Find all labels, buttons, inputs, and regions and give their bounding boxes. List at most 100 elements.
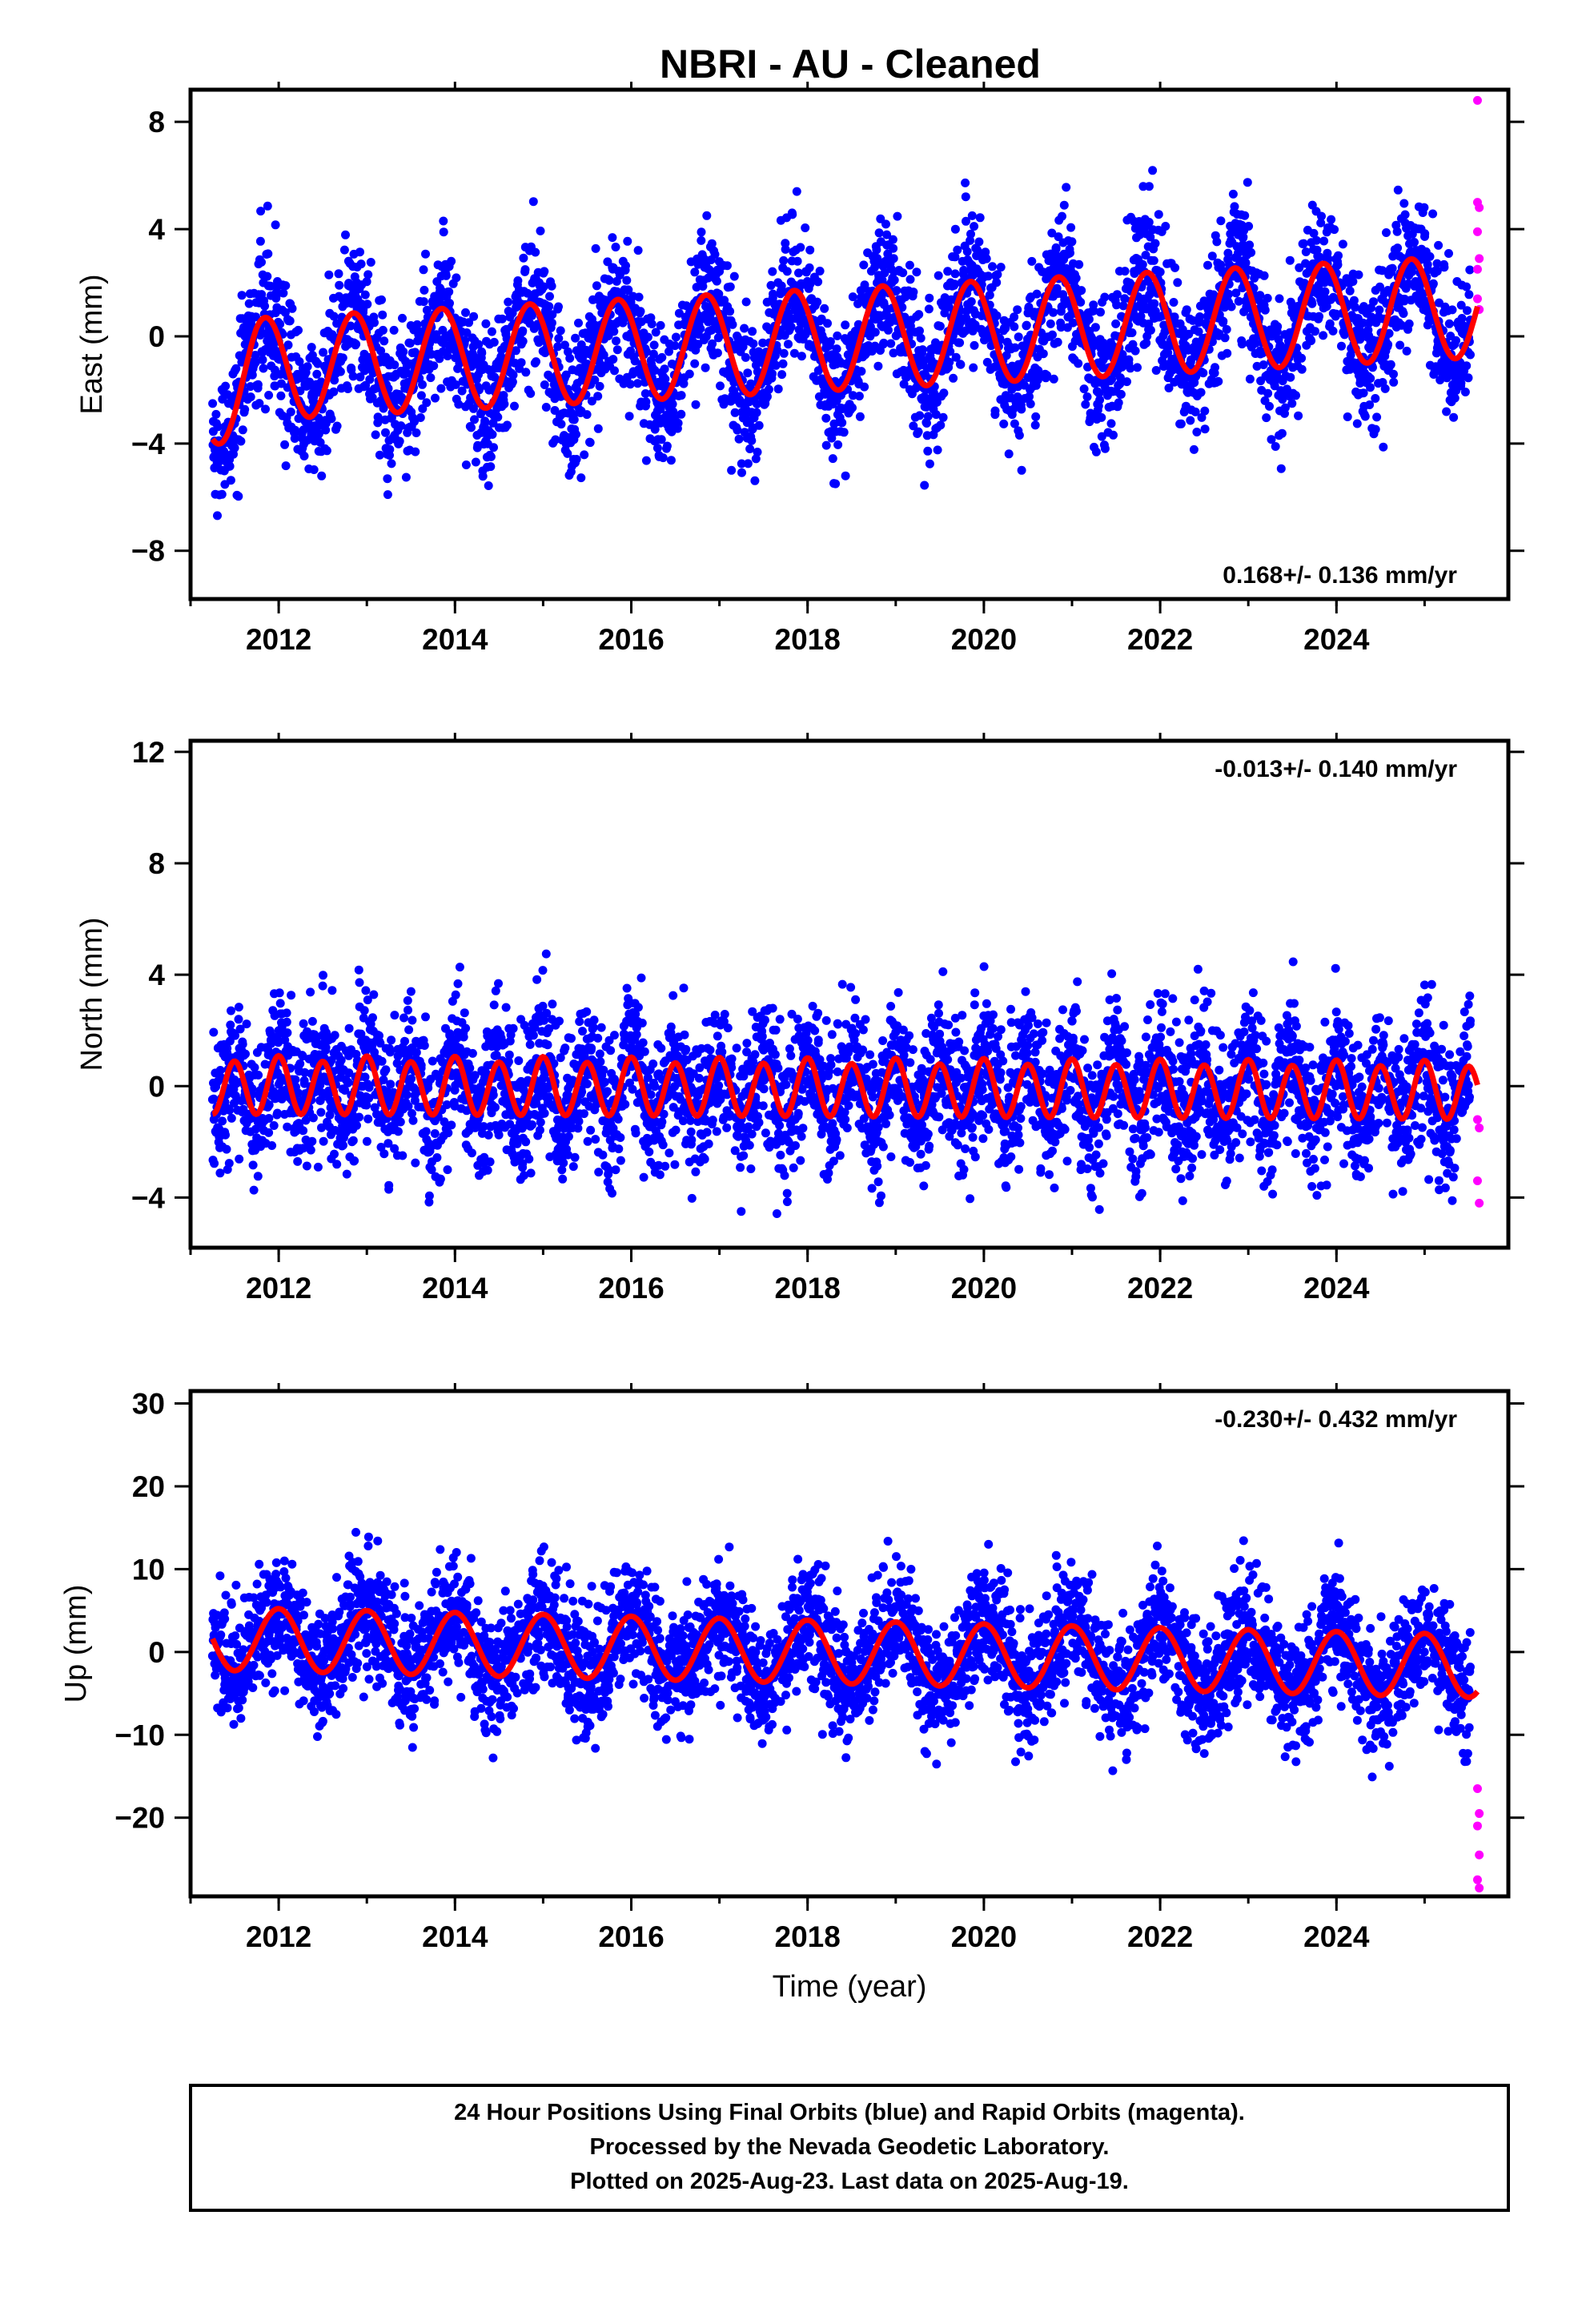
final-point (848, 391, 857, 400)
final-point (569, 415, 579, 424)
final-point (1100, 292, 1110, 302)
final-point (266, 1028, 275, 1038)
final-point (1053, 337, 1062, 347)
final-point (369, 990, 379, 999)
final-point (313, 359, 323, 368)
final-point (825, 337, 835, 346)
final-point (1328, 326, 1338, 336)
final-point (779, 348, 789, 358)
final-point (708, 339, 717, 348)
final-point (327, 986, 337, 995)
final-point (1192, 428, 1202, 436)
final-point (1227, 302, 1236, 312)
final-point (461, 1023, 471, 1033)
final-point (752, 408, 761, 417)
final-point (316, 1108, 326, 1117)
final-point (879, 338, 889, 348)
final-point (1375, 282, 1384, 292)
final-point (1389, 369, 1398, 379)
final-point (1200, 406, 1210, 416)
final-point (539, 282, 548, 292)
final-point (915, 326, 924, 336)
final-point (1346, 350, 1355, 360)
final-point (966, 235, 975, 245)
final-point (1002, 351, 1011, 360)
final-point (419, 265, 428, 275)
final-point (402, 1090, 412, 1100)
final-point (1111, 319, 1121, 328)
final-point (1419, 203, 1429, 212)
final-point (1418, 289, 1427, 299)
y-tick-label: −8 (131, 535, 165, 568)
final-point (383, 474, 392, 484)
final-point (261, 404, 270, 414)
final-point (1457, 314, 1467, 323)
final-point (939, 388, 949, 398)
final-point (1118, 301, 1128, 311)
final-point (886, 339, 896, 348)
final-point (1369, 297, 1378, 307)
final-point (416, 391, 426, 400)
final-point (375, 450, 384, 460)
final-point (1432, 259, 1442, 268)
final-point (1024, 302, 1034, 312)
final-point (595, 381, 604, 391)
final-point (231, 364, 241, 373)
final-point (737, 468, 746, 477)
final-point (462, 328, 472, 337)
final-point (966, 297, 976, 307)
final-point (796, 243, 805, 252)
final-point (395, 436, 404, 446)
final-point (273, 1108, 282, 1118)
final-point (662, 441, 672, 451)
final-point (447, 256, 456, 266)
final-point (1141, 251, 1150, 260)
final-point (376, 1143, 386, 1152)
final-point (1291, 391, 1300, 400)
final-point (513, 276, 523, 285)
final-point (405, 339, 415, 348)
final-point (1309, 228, 1319, 238)
final-point (1456, 378, 1466, 388)
final-point (1133, 363, 1142, 372)
final-point (488, 418, 498, 428)
final-point (412, 428, 421, 437)
final-point (831, 479, 841, 489)
final-point (556, 326, 565, 336)
final-point (1393, 185, 1403, 195)
final-point (813, 297, 822, 307)
final-point (647, 320, 656, 328)
final-point (266, 281, 275, 291)
final-point (355, 978, 364, 987)
final-point (741, 297, 751, 307)
final-point (330, 1031, 339, 1040)
final-point (1299, 239, 1308, 248)
final-point (420, 1041, 429, 1050)
final-point (582, 410, 592, 420)
final-point (924, 304, 934, 314)
final-point (1228, 189, 1238, 199)
final-point (983, 271, 993, 281)
final-point (477, 348, 487, 358)
final-point (1239, 232, 1248, 242)
final-point (208, 399, 218, 408)
final-point (249, 1185, 259, 1195)
final-point (362, 277, 371, 287)
y-tick-label: 0 (148, 320, 165, 353)
final-point (489, 443, 498, 452)
final-point (702, 211, 712, 220)
final-point (725, 282, 735, 292)
final-point (599, 350, 608, 360)
final-point (870, 328, 880, 337)
final-point (460, 336, 470, 345)
final-point (443, 352, 452, 360)
final-point (299, 1126, 308, 1136)
final-point (306, 987, 315, 997)
rapid-point (1475, 254, 1484, 263)
final-point (710, 250, 720, 259)
final-point (746, 379, 756, 388)
final-point (1259, 271, 1269, 280)
final-point (286, 407, 295, 416)
final-point (1420, 229, 1430, 239)
final-point (294, 325, 303, 335)
